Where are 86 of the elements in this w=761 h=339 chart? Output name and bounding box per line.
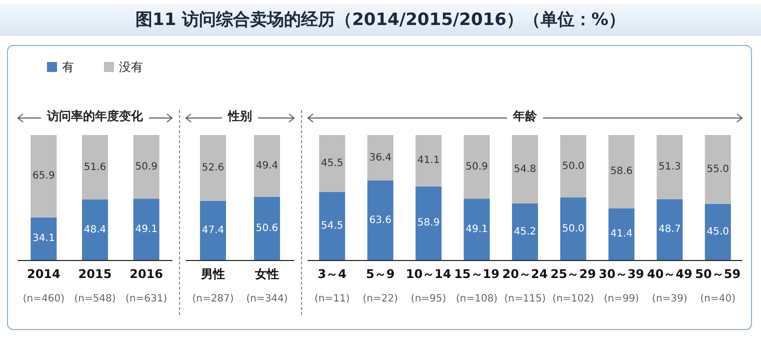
- x-tick-label: 2014: [26, 267, 60, 281]
- text: (n=102): [552, 294, 594, 304]
- data-label: 36.4: [369, 152, 392, 164]
- x-tick-label: 2016: [130, 267, 164, 281]
- data-label: 45.5: [320, 158, 344, 169]
- data-label: 45.0: [706, 226, 730, 238]
- data-label: 41.1: [417, 155, 440, 166]
- data-label: 49.4: [256, 160, 278, 172]
- bar: [319, 192, 346, 260]
- bar: [82, 200, 108, 260]
- bar: [133, 198, 160, 260]
- text: 图11 访问综合卖场的经历（2014/2015/2016）（单位：%）: [0, 4, 761, 36]
- data-label: 63.6: [369, 214, 392, 226]
- bar: [464, 135, 490, 199]
- bar: [82, 135, 108, 200]
- data-label: 55.0: [706, 164, 730, 175]
- data-label: 50.9: [466, 161, 488, 172]
- bar: [656, 199, 683, 260]
- bar: [367, 180, 394, 260]
- text: (n=99): [604, 294, 640, 304]
- data-label: 51.3: [658, 162, 681, 173]
- text: (n=40): [700, 294, 736, 304]
- bar: [416, 135, 442, 186]
- text: (n=287): [192, 294, 234, 304]
- data-label: 34.1: [32, 233, 55, 244]
- data-label: 52.6: [202, 162, 224, 174]
- x-tick-label: 3～4: [318, 267, 346, 281]
- data-label: 45.2: [514, 226, 536, 238]
- chart-subtitle: 年龄: [512, 109, 538, 123]
- bar: [512, 204, 538, 260]
- data-label: 50.9: [135, 161, 158, 172]
- x-tick-label: 男性: [200, 267, 225, 281]
- text: (n=11): [314, 294, 350, 304]
- x-tick-label: 15～19: [454, 267, 500, 281]
- data-label: 58.6: [610, 166, 633, 178]
- x-tick-label: 20～24: [502, 267, 548, 281]
- bar: [30, 217, 57, 260]
- bar: [464, 198, 490, 260]
- legend-label: 没有: [119, 60, 143, 74]
- bar: [608, 208, 634, 260]
- x-tick-label: 2015: [78, 267, 112, 281]
- x-tick-label: 25～29: [550, 267, 596, 281]
- bar: [704, 204, 731, 260]
- data-label: 50.0: [562, 160, 584, 172]
- x-tick-label: 5～9: [366, 267, 395, 281]
- bar: [656, 135, 683, 200]
- bar: [416, 186, 442, 260]
- bar: [704, 135, 731, 204]
- bar: [367, 135, 394, 180]
- data-label: 54.8: [514, 164, 536, 175]
- x-tick-label: 10～14: [406, 267, 452, 281]
- legend-label: 有: [62, 60, 74, 74]
- text: (n=108): [456, 294, 498, 304]
- data-label: 48.7: [658, 224, 681, 236]
- data-label: 49.1: [466, 224, 488, 235]
- text: (n=344): [246, 294, 288, 304]
- bar: [30, 135, 57, 218]
- text: (n=115): [504, 294, 546, 304]
- text: (n=631): [126, 294, 168, 304]
- data-label: 49.1: [135, 224, 158, 235]
- text: (n=95): [410, 294, 446, 304]
- data-label: 47.4: [202, 224, 224, 236]
- bar: [133, 135, 160, 199]
- bar: [608, 135, 634, 208]
- data-label: 50.6: [256, 222, 278, 234]
- x-tick-label: 30～39: [598, 267, 644, 281]
- data-label: 51.6: [84, 162, 106, 173]
- bar: [560, 198, 586, 260]
- data-label: 65.9: [32, 170, 55, 182]
- text: (n=548): [74, 294, 116, 304]
- chart-subtitle: 性别: [227, 109, 252, 123]
- bar: [512, 135, 538, 204]
- data-label: 54.5: [320, 220, 344, 232]
- x-tick-label: 女性: [254, 267, 279, 281]
- bar: [319, 135, 346, 192]
- chart-subtitle: 访问率的年度变化: [46, 109, 144, 123]
- data-label: 48.4: [84, 224, 106, 236]
- bar: [560, 135, 586, 198]
- text: (n=460): [22, 294, 65, 304]
- text: (n=39): [652, 294, 688, 304]
- text: (n=22): [362, 294, 398, 304]
- data-label: 58.9: [417, 218, 440, 229]
- x-tick-label: 50～59: [695, 267, 741, 281]
- x-tick-label: 40～49: [646, 267, 692, 281]
- data-label: 41.4: [610, 228, 633, 240]
- data-label: 50.0: [562, 223, 584, 234]
